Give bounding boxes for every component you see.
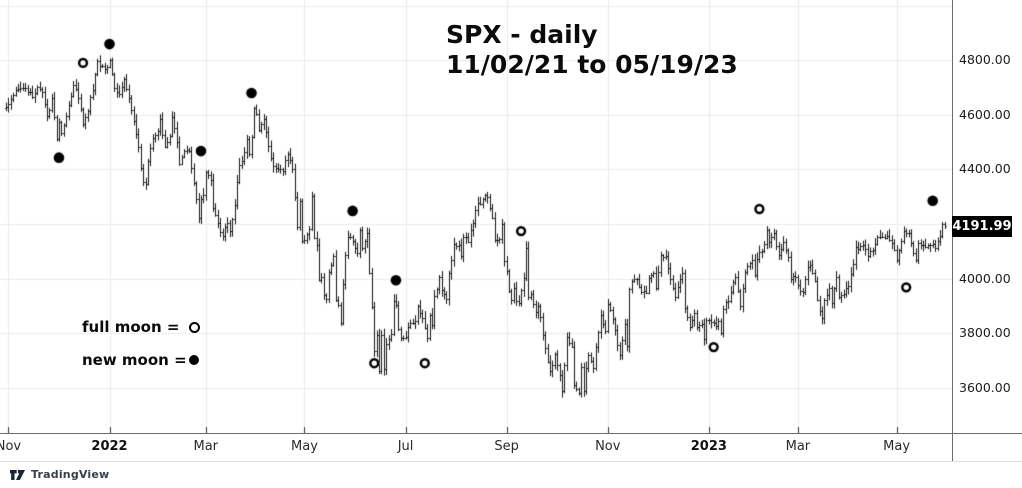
price-chart-canvas[interactable]	[0, 0, 952, 434]
x-axis-label: May	[291, 439, 318, 454]
footer-separator	[0, 461, 1022, 462]
y-axis-label: 4800.00	[959, 52, 1011, 68]
tradingview-brand-text[interactable]: TradingView	[31, 468, 110, 481]
footer: TradingView	[10, 468, 109, 481]
x-axis-label: Jul	[397, 439, 414, 454]
y-axis-label: 3600.00	[959, 379, 1011, 395]
legend-row-full-moon: full moon =	[82, 314, 200, 340]
time-axis[interactable]: Nov 2022 Mar May Jul Sep Nov 2023 Mar May	[0, 434, 952, 461]
chart-title-line1: SPX - daily	[446, 20, 598, 49]
legend-row-new-moon: new moon =	[82, 347, 200, 373]
time-axis-separator	[0, 433, 1022, 434]
y-axis-label: 4000.00	[959, 270, 1011, 286]
chart-title-line2: 11/02/21 to 05/19/23	[446, 50, 738, 79]
new-moon-icon	[189, 355, 199, 365]
x-axis-label: 2023	[690, 439, 727, 454]
y-axis-label: 4400.00	[959, 161, 1011, 177]
moon-legend: full moon = new moon =	[82, 314, 200, 380]
x-axis-label: Mar	[193, 439, 219, 454]
x-axis-label: Sep	[494, 439, 519, 454]
y-axis-label: 4600.00	[959, 106, 1011, 122]
x-axis-label: May	[883, 439, 911, 454]
x-axis-label: Nov	[595, 439, 621, 454]
x-axis-label: Nov	[0, 439, 22, 454]
price-axis[interactable]: 4191.99 4800.00 4600.00 4400.00 4000.00 3800…	[952, 0, 1022, 433]
y-axis-label: 3800.00	[959, 325, 1011, 341]
full-moon-label: full moon =	[82, 318, 180, 336]
new-moon-label: new moon =	[82, 351, 187, 369]
full-moon-icon	[189, 321, 200, 333]
chart-title: SPX - daily 11/02/21 to 05/19/23	[446, 20, 738, 80]
last-price-badge: 4191.99	[952, 215, 1012, 237]
x-axis-label: 2022	[91, 439, 128, 454]
x-axis-label: Mar	[785, 439, 811, 454]
tradingview-logo-icon[interactable]	[10, 469, 25, 480]
